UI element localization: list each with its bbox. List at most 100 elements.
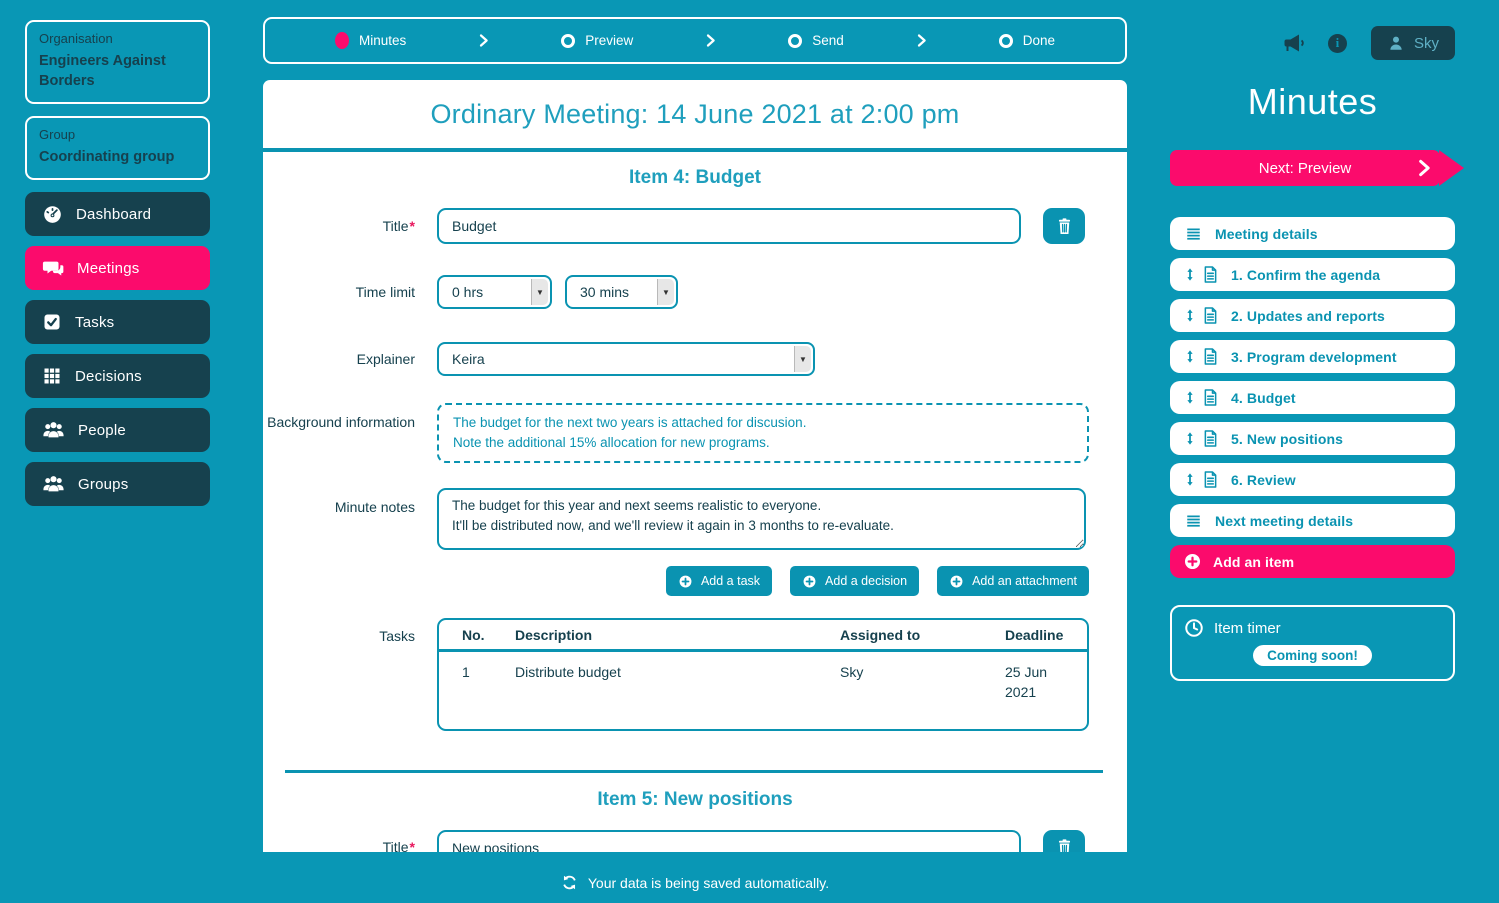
clock-icon (1184, 618, 1204, 638)
topbar: i Sky (1170, 0, 1455, 61)
megaphone-icon[interactable] (1280, 31, 1304, 55)
step-label: Done (1022, 33, 1055, 48)
sidebar-item-label: Meetings (77, 259, 140, 277)
table-row[interactable]: 1 Distribute budget Sky 25 Jun 2021 (439, 652, 1087, 729)
sidebar-item-label: Groups (78, 475, 129, 493)
organisation-name: Engineers Against Borders (39, 53, 166, 89)
task-description: Distribute budget (515, 664, 621, 680)
drag-sort-icon (1183, 388, 1197, 407)
meetings-icon (42, 257, 64, 279)
sidebar-item-dashboard[interactable]: Dashboard (25, 192, 210, 236)
delete-item4-button[interactable] (1043, 208, 1085, 244)
chevron-right-icon (703, 33, 718, 48)
item4-heading: Item 4: Budget (629, 167, 761, 188)
step-label: Send (812, 33, 844, 48)
coming-soon-badge: Coming soon! (1253, 645, 1372, 666)
decisions-icon (42, 366, 62, 386)
select-arrow-icon: ▼ (657, 279, 674, 305)
item5-heading: Item 5: New positions (597, 788, 793, 810)
info-icon[interactable]: i (1327, 33, 1347, 53)
col-header-description: Description (515, 627, 593, 643)
explainer-label: Explainer (356, 350, 415, 367)
document-icon (1201, 470, 1220, 489)
drag-sort-icon (1183, 347, 1197, 366)
step-idle-dot (788, 33, 803, 48)
tasks-label: Tasks (379, 628, 415, 644)
minutes-select[interactable]: 30 mins ▼ (565, 275, 678, 309)
agenda-list: Meeting details 1. Confirm the agenda 2.… (1170, 217, 1455, 578)
required-asterisk: * (409, 839, 415, 852)
sidebar-item-groups[interactable]: Groups (25, 462, 210, 506)
step-done[interactable]: Done (998, 33, 1055, 48)
group-label: Group (39, 127, 76, 142)
sidebar-item-tasks[interactable]: Tasks (25, 300, 210, 344)
drag-sort-icon (1183, 470, 1197, 489)
menu-lines-icon (1183, 226, 1204, 241)
trash-icon (1055, 217, 1074, 236)
sidebar-item-label: Decisions (75, 367, 142, 385)
left-sidebar: Organisation Engineers Against Borders G… (25, 20, 210, 516)
group-card[interactable]: Group Coordinating group (25, 116, 210, 180)
step-idle-dot (998, 33, 1013, 48)
step-send[interactable]: Send (788, 33, 844, 48)
minute-notes-textarea[interactable]: The budget for this year and next seems … (437, 488, 1086, 550)
task-assigned-to: Sky (840, 664, 864, 680)
item4-title-input[interactable] (437, 208, 1021, 244)
agenda-item-6[interactable]: 6. Review (1170, 463, 1455, 496)
background-info-label: Background information (267, 414, 415, 430)
drag-sort-icon (1183, 265, 1197, 284)
sidebar-item-label: Tasks (75, 313, 115, 331)
step-label: Minutes (358, 33, 407, 48)
agenda-item-5[interactable]: 5. New positions (1170, 422, 1455, 455)
step-minutes[interactable]: Minutes (334, 32, 407, 49)
agenda-item-next-meeting-details[interactable]: Next meeting details (1170, 504, 1455, 537)
delete-item5-button[interactable] (1043, 829, 1085, 852)
add-task-button[interactable]: Add a task (665, 566, 773, 596)
add-item-button[interactable]: Add an item (1170, 545, 1455, 578)
hours-select[interactable]: 0 hrs ▼ (437, 275, 552, 309)
agenda-item-meeting-details[interactable]: Meeting details (1170, 217, 1455, 250)
background-line: The budget for the next two years is att… (453, 415, 807, 430)
plus-circle-icon (678, 574, 693, 589)
sidebar-item-people[interactable]: People (25, 408, 210, 452)
task-deadline: 25 Jun 2021 (1005, 664, 1048, 701)
sidebar-item-meetings[interactable]: Meetings (25, 246, 210, 290)
sidebar-item-decisions[interactable]: Decisions (25, 354, 210, 398)
drag-sort-icon (1183, 306, 1197, 325)
person-icon (1387, 34, 1405, 52)
divider (263, 148, 1127, 152)
agenda-item-4[interactable]: 4. Budget (1170, 381, 1455, 414)
item-separator (285, 769, 1103, 773)
add-attachment-label: Add an attachment (972, 574, 1077, 588)
explainer-select[interactable]: Keira ▼ (437, 342, 815, 376)
agenda-item-1[interactable]: 1. Confirm the agenda (1170, 258, 1455, 291)
dashboard-icon (42, 204, 63, 225)
tasks-icon (42, 312, 62, 332)
plus-circle-icon (949, 574, 964, 589)
agenda-item-3[interactable]: 3. Program development (1170, 340, 1455, 373)
add-decision-button[interactable]: Add a decision (790, 566, 920, 596)
add-decision-label: Add a decision (825, 574, 908, 588)
minutes-form-card: Item 4: Budget Title* Time limit 0 hrs ▼ (263, 152, 1127, 852)
document-icon (1201, 306, 1220, 325)
organisation-card[interactable]: Organisation Engineers Against Borders (25, 20, 210, 104)
step-preview[interactable]: Preview (561, 33, 633, 48)
chevron-right-icon (914, 33, 929, 48)
autosave-text: Your data is being saved automatically. (587, 874, 830, 891)
task-no: 1 (462, 664, 470, 680)
required-asterisk: * (409, 217, 415, 234)
item-timer-label: Item timer (1214, 619, 1281, 637)
add-attachment-button[interactable]: Add an attachment (937, 566, 1089, 596)
plus-circle-icon (802, 574, 817, 589)
item5-title-input[interactable] (437, 829, 1021, 852)
document-icon (1201, 388, 1220, 407)
group-name: Coordinating group (39, 149, 175, 165)
step-idle-dot (561, 33, 576, 48)
user-menu-button[interactable]: Sky (1370, 26, 1455, 60)
next-preview-button[interactable]: Next: Preview (1170, 150, 1464, 186)
tasks-table-header: No. Description Assigned to Deadline (439, 620, 1087, 652)
agenda-item-2[interactable]: 2. Updates and reports (1170, 299, 1455, 332)
user-name: Sky (1413, 34, 1439, 52)
title-label: Title* (382, 217, 415, 234)
time-limit-label: Time limit (355, 283, 415, 300)
